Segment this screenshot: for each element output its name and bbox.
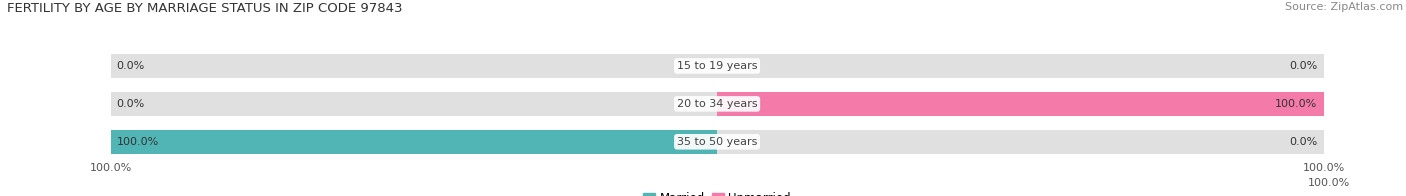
Text: 0.0%: 0.0% [1289,61,1317,71]
Bar [717,130,1323,153]
Text: 0.0%: 0.0% [117,61,145,71]
Bar [717,92,1323,116]
Text: FERTILITY BY AGE BY MARRIAGE STATUS IN ZIP CODE 97843: FERTILITY BY AGE BY MARRIAGE STATUS IN Z… [7,2,402,15]
Text: 100.0%: 100.0% [1308,178,1350,188]
Bar [717,54,1323,78]
Bar [111,92,717,116]
Text: 100.0%: 100.0% [117,137,159,147]
Text: 100.0%: 100.0% [1275,99,1317,109]
Text: 20 to 34 years: 20 to 34 years [676,99,758,109]
Text: 15 to 19 years: 15 to 19 years [676,61,758,71]
Text: 35 to 50 years: 35 to 50 years [676,137,758,147]
Bar [111,130,717,153]
Bar [111,54,717,78]
Text: Source: ZipAtlas.com: Source: ZipAtlas.com [1285,2,1403,12]
Text: 0.0%: 0.0% [117,99,145,109]
Bar [717,92,1323,116]
Text: 0.0%: 0.0% [1289,137,1317,147]
Bar [111,130,717,153]
Legend: Married, Unmarried: Married, Unmarried [643,192,792,196]
